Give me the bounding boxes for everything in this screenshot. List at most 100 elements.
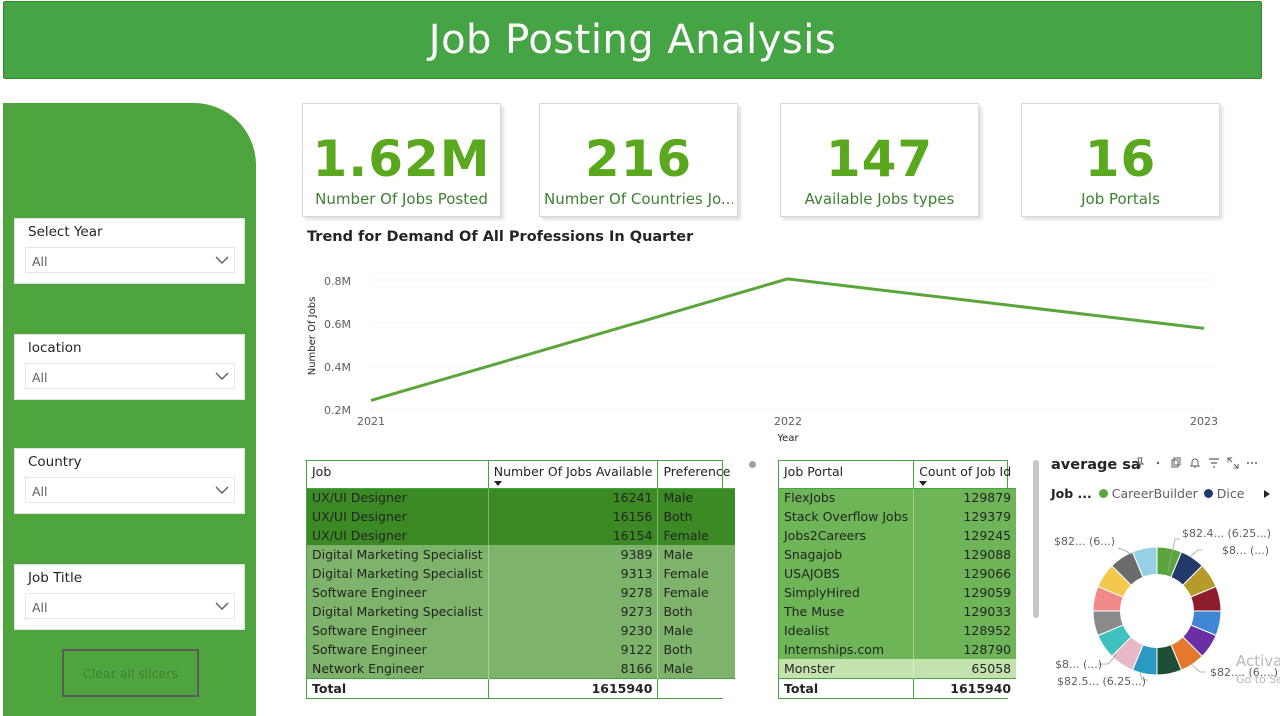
activation-watermark: Activa xyxy=(1236,652,1280,670)
donut-data-label: $82.4... (6.25...) xyxy=(1182,527,1272,540)
leader-line xyxy=(1167,538,1180,573)
more-options-icon[interactable] xyxy=(1153,457,1163,469)
chevron-down-icon xyxy=(215,486,229,494)
table-cell-pref: Both xyxy=(663,604,693,619)
table-cell-pref: Male xyxy=(663,660,694,676)
header-label: Job xyxy=(312,464,332,479)
x-tick-label: 2022 xyxy=(774,415,802,428)
slicer-title: Country xyxy=(28,454,82,470)
more-icon[interactable] xyxy=(1246,457,1258,469)
legend-dot-icon xyxy=(1098,489,1108,498)
table-row[interactable]: SimplyHired 129059 xyxy=(779,583,1017,602)
kpi-label: Number Of Jobs Posted xyxy=(315,190,488,208)
table-row[interactable]: The Muse 129033 xyxy=(779,602,1017,621)
activation-watermark-sub: Go to Se xyxy=(1236,673,1280,686)
legend-dot-icon xyxy=(1203,489,1213,498)
country-dropdown[interactable]: All xyxy=(25,477,235,503)
y-tick-label: 0.8M xyxy=(324,275,351,288)
legend-item[interactable]: Dice xyxy=(1216,486,1245,501)
table-row[interactable]: Digital Marketing Specialist 9389 Male xyxy=(307,545,736,564)
table-cell-count: 16154 xyxy=(488,526,659,545)
table-row[interactable]: Monster 65058 xyxy=(779,659,1017,678)
column-header-jobs-available[interactable]: Number Of Jobs Available xyxy=(488,461,659,489)
year-dropdown[interactable]: All xyxy=(25,247,235,273)
table-row[interactable]: Jobs2Careers 129245 xyxy=(779,526,1017,545)
jobs-table-grid: Job Number Of Jobs Available Preference … xyxy=(307,461,736,698)
table-row[interactable]: Internships.com 128790 xyxy=(779,640,1017,659)
total-empty xyxy=(657,677,736,698)
sort-descending-icon xyxy=(919,480,928,486)
table-row[interactable]: Software Engineer 9230 Male xyxy=(307,621,736,640)
dropdown-value: All xyxy=(32,484,48,499)
focus-mode-icon[interactable] xyxy=(1227,457,1239,469)
donut-data-label: $82.... (6....) xyxy=(1210,666,1279,679)
table-row[interactable]: Snagajob 129088 xyxy=(779,545,1017,564)
leader-line xyxy=(1189,549,1202,558)
slicer-title: Select Year xyxy=(28,224,103,240)
table-cell-portal: The Muse xyxy=(779,602,915,621)
table-cell-count: 9278 xyxy=(488,583,659,602)
donut-data-label: $8... (...) xyxy=(1222,544,1270,557)
legend-item[interactable]: CareerBuilder xyxy=(1111,486,1198,501)
header-label: Job Portal xyxy=(784,464,844,479)
column-header-count-job-id[interactable]: Count of Job Id xyxy=(913,461,1017,489)
table-row[interactable]: FlexJobs 129879 xyxy=(779,488,1017,507)
job-title-dropdown[interactable]: All xyxy=(25,593,235,619)
leader-line xyxy=(1139,671,1148,681)
y-axis-label: Number Of Jobs xyxy=(307,297,318,376)
filter-icon[interactable] xyxy=(1208,457,1220,469)
vertical-scrollbar[interactable] xyxy=(1033,460,1039,618)
table-row[interactable]: UX/UI Designer 16156 Both xyxy=(307,507,736,526)
column-header-job[interactable]: Job xyxy=(307,461,489,489)
table-row[interactable]: Idealist 128952 xyxy=(779,621,1017,640)
table-cell-count: 128790 xyxy=(963,642,1012,657)
pin-icon[interactable] xyxy=(1134,457,1146,469)
location-dropdown[interactable]: All xyxy=(25,363,235,389)
table-row[interactable]: Stack Overflow Jobs 129379 xyxy=(779,507,1017,526)
donut-chart xyxy=(1092,538,1222,681)
leader-line xyxy=(1189,662,1206,673)
header-label: Number Of Jobs Available xyxy=(493,464,653,479)
table-cell-count: 128952 xyxy=(963,623,1012,638)
table-row[interactable]: USAJOBS 129066 xyxy=(779,564,1017,583)
chevron-down-icon xyxy=(215,256,229,264)
total-label: Total xyxy=(779,677,915,698)
kpi-card-jobs-posted: 1.62M Number Of Jobs Posted xyxy=(302,103,501,217)
portal-table-grid: Job Portal Count of Job Id FlexJobs 12987… xyxy=(779,461,1017,698)
table-cell-pref: Female xyxy=(663,528,709,543)
table-cell-job: Digital Marketing Specialist xyxy=(307,602,489,621)
column-header-preference[interactable]: Preference xyxy=(657,461,736,489)
table-row[interactable]: UX/UI Designer 16154 Female xyxy=(307,526,736,545)
slicer-country: Country All xyxy=(14,448,245,514)
donut-data-label: $8... (...) xyxy=(1055,658,1103,671)
leader-line xyxy=(1117,547,1133,556)
bell-icon[interactable] xyxy=(1189,457,1201,469)
column-header-job-portal[interactable]: Job Portal xyxy=(779,461,915,489)
kpi-value: 1.62M xyxy=(312,130,491,188)
slicer-title: location xyxy=(28,340,82,356)
table-cell-job: UX/UI Designer xyxy=(307,488,489,507)
kpi-value: 16 xyxy=(1084,130,1157,188)
table-cell-job: UX/UI Designer xyxy=(307,526,489,545)
table-row[interactable]: UX/UI Designer 16241 Male xyxy=(307,488,736,507)
table-row[interactable]: Digital Marketing Specialist 9313 Female xyxy=(307,564,736,583)
table-row[interactable]: Network Engineer 8166 Male xyxy=(307,659,736,678)
leader-line xyxy=(1098,654,1117,665)
table-row[interactable]: Software Engineer 9278 Female xyxy=(307,583,736,602)
clear-all-slicers-button[interactable]: Clear all slicers xyxy=(62,649,199,697)
table-row[interactable]: Digital Marketing Specialist 9273 Both xyxy=(307,602,736,621)
dropdown-value: All xyxy=(32,600,48,615)
table-cell-count: 9273 xyxy=(488,602,659,621)
table-cell-job: Software Engineer xyxy=(307,640,489,659)
copy-icon[interactable] xyxy=(1170,457,1182,469)
table-cell-count: 129245 xyxy=(963,528,1012,543)
trend-line-chart: Number Of Jobs 0.8M 0.6M 0.4M 0.2M 2021 … xyxy=(307,275,1218,444)
table-cell-portal: Monster xyxy=(779,659,915,678)
table-cell-job: Software Engineer xyxy=(307,621,489,640)
table-cell-job: Digital Marketing Specialist xyxy=(307,545,489,564)
chevron-down-icon xyxy=(215,602,229,610)
table-row[interactable]: Software Engineer 9122 Both xyxy=(307,640,736,659)
legend-next-icon[interactable] xyxy=(1262,489,1272,499)
table-cell-count: 129059 xyxy=(963,585,1012,600)
trend-series-line xyxy=(370,277,1205,402)
